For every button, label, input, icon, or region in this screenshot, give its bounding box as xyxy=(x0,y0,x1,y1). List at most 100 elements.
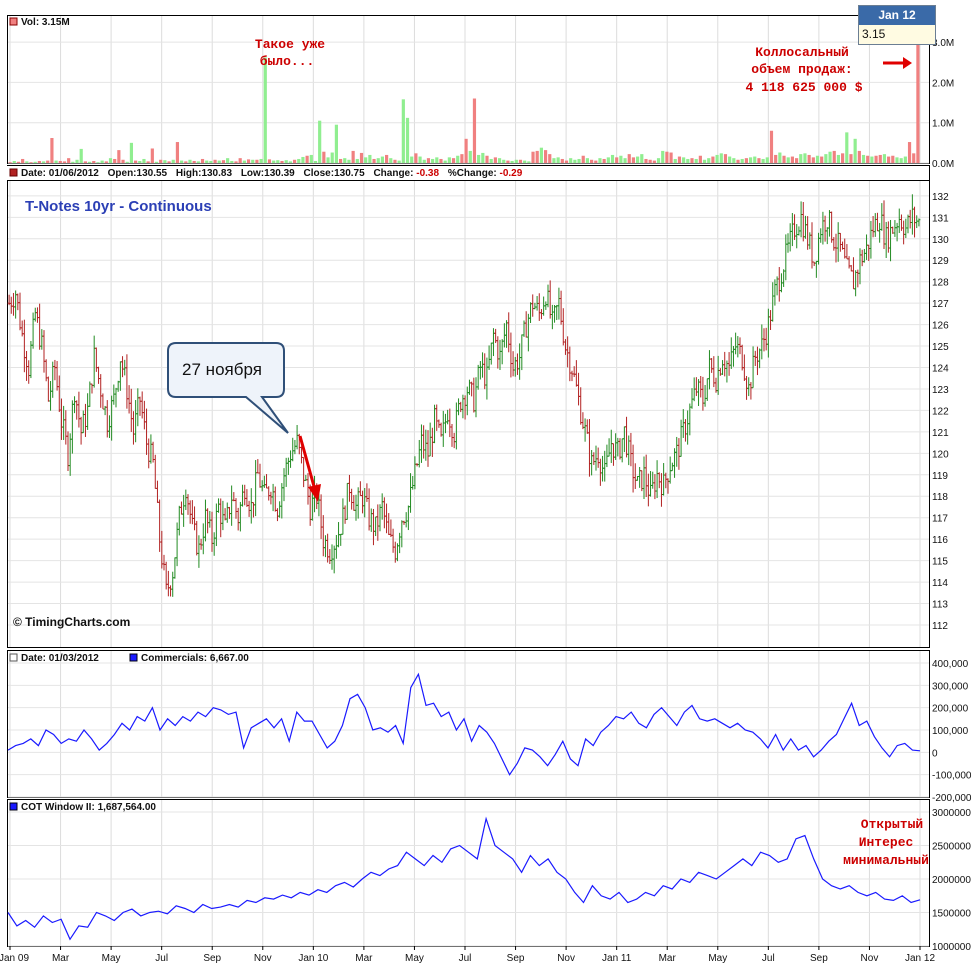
volume-bar xyxy=(552,158,556,163)
price-y-tick: 126 xyxy=(932,321,949,332)
volume-bar xyxy=(192,160,196,163)
volume-bar xyxy=(460,154,464,163)
volume-bar xyxy=(284,160,288,163)
price-y-tick: 116 xyxy=(932,535,948,546)
volume-bar xyxy=(12,160,16,163)
x-tick-label: Mar xyxy=(52,953,70,964)
volume-bar xyxy=(669,152,673,163)
volume-bar xyxy=(205,160,209,163)
volume-bar xyxy=(71,161,75,163)
volume-bar xyxy=(96,162,100,163)
volume-bar xyxy=(435,157,439,163)
volume-bar xyxy=(343,158,347,163)
vol-y-tick: 0.0M xyxy=(932,159,954,170)
vol-y-tick: 1.0M xyxy=(932,119,954,130)
price-high: High:130.83 xyxy=(176,168,233,179)
volume-bar xyxy=(861,154,866,163)
volume-bar xyxy=(397,160,401,163)
price-y-tick: 113 xyxy=(932,600,948,611)
note-vol-right-1: Коллосальный xyxy=(755,45,849,60)
volume-bar xyxy=(652,160,656,163)
volume-bar xyxy=(598,158,602,163)
volume-bar xyxy=(493,157,497,163)
volume-bar xyxy=(372,158,376,163)
volume-bar xyxy=(50,138,54,163)
volume-bar xyxy=(753,156,757,163)
volume-bar xyxy=(125,161,129,163)
note-vol-left-1: Такое уже xyxy=(255,37,325,52)
volume-bar xyxy=(539,147,543,163)
volume-bar xyxy=(887,156,891,163)
volume-bar xyxy=(347,159,351,163)
volume-bar xyxy=(665,151,669,163)
note-vol-right-2: объем продаж: xyxy=(751,62,852,77)
volume-bar xyxy=(615,157,619,163)
comm-series: Commercials: 6,667.00 xyxy=(141,653,249,664)
volume-bar xyxy=(644,158,648,163)
copyright: © TimingCharts.com xyxy=(13,615,130,629)
x-tick-label: Nov xyxy=(254,953,272,964)
volume-bar xyxy=(334,124,338,163)
price-pctchange: -0.29 xyxy=(500,168,523,179)
volume-bar xyxy=(732,158,736,163)
volume-bar xyxy=(573,159,577,163)
commercials-line xyxy=(7,672,921,776)
volume-bar xyxy=(510,160,514,163)
volume-bar xyxy=(807,154,811,163)
price-date: Date: 01/06/2012 xyxy=(21,168,99,179)
volume-bar xyxy=(92,160,96,163)
volume-bar xyxy=(272,160,276,163)
volume-bar xyxy=(485,155,489,163)
volume-bar xyxy=(380,156,385,163)
vol-header: Vol: 3.15M xyxy=(21,17,70,28)
cot-y-tick: 1500000 xyxy=(932,909,971,920)
volume-bar xyxy=(748,157,753,163)
volume-bar xyxy=(280,160,284,163)
volume-bar xyxy=(292,159,297,163)
volume-bar xyxy=(46,160,50,163)
volume-bar xyxy=(113,158,117,163)
volume-bar xyxy=(870,156,874,163)
volume-bar xyxy=(58,160,62,163)
volume-bar xyxy=(146,161,150,163)
price-y-tick: 124 xyxy=(932,364,949,375)
volume-bar xyxy=(803,153,807,163)
volume-bar xyxy=(359,152,364,163)
volume-bar xyxy=(707,158,711,163)
price-header-bg xyxy=(0,166,929,180)
price-y-tick: 128 xyxy=(932,278,949,289)
price-y-tick: 130 xyxy=(932,235,949,246)
volume-bar xyxy=(108,158,113,163)
price-y-tick: 115 xyxy=(932,557,948,568)
volume-bar xyxy=(322,151,326,163)
cot-y-tick: 2000000 xyxy=(932,875,971,886)
price-y-tick: 129 xyxy=(932,256,949,267)
volume-bar xyxy=(418,156,422,163)
volume-bar xyxy=(259,158,263,163)
volume-bar xyxy=(677,156,682,163)
volume-bar xyxy=(569,158,573,163)
commercials-panel xyxy=(7,650,930,798)
volume-bar xyxy=(874,155,878,163)
volume-bar xyxy=(698,155,702,163)
volume-bar xyxy=(899,158,903,163)
volume-bar xyxy=(786,157,790,163)
cot-y-tick: 3000000 xyxy=(932,808,971,819)
volume-bar xyxy=(230,160,234,163)
price-y-tick: 123 xyxy=(932,385,949,396)
volume-bar xyxy=(477,154,481,163)
volume-bar xyxy=(180,160,184,163)
volume-bar xyxy=(37,160,41,163)
x-tick-label: Mar xyxy=(355,953,373,964)
volume-bar xyxy=(794,158,799,163)
volume-bar xyxy=(410,156,414,163)
volume-bar xyxy=(200,158,205,163)
chart-title: T-Notes 10yr - Continuous xyxy=(25,198,212,215)
volume-bar xyxy=(757,158,761,163)
x-tick-label: Jan 12 xyxy=(905,953,935,964)
volume-bar xyxy=(527,161,531,163)
volume-bar xyxy=(16,161,21,163)
x-tick-label: Jan 11 xyxy=(602,953,632,964)
x-tick-label: May xyxy=(708,953,727,964)
volume-bar xyxy=(288,161,292,163)
